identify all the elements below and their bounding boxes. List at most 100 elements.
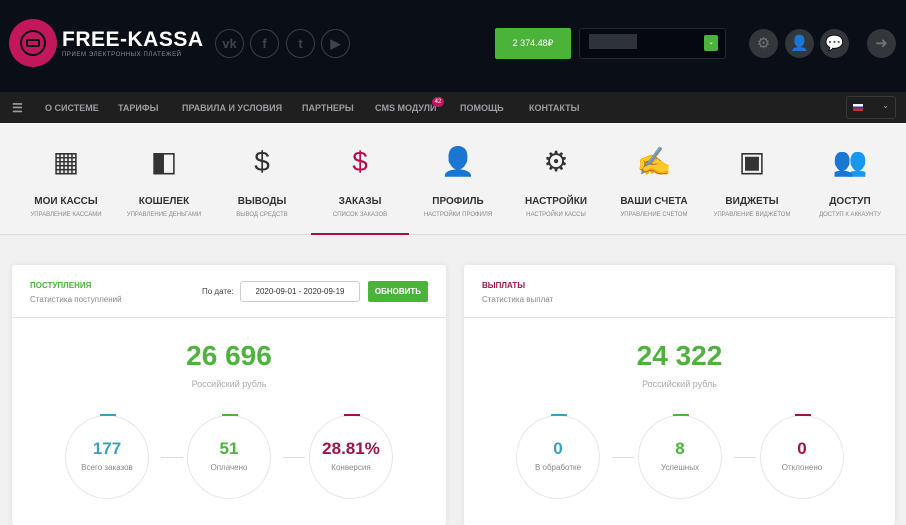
payouts-currency: Российский рубль <box>642 379 717 389</box>
stat-circle: 177 Всего заказов <box>65 414 149 499</box>
menu-item-5[interactable]: ⚙ НАСТРОЙКИ НАСТРОЙКИ КАССЫ <box>507 123 605 235</box>
payouts-subtitle: Статистика выплат <box>482 295 554 304</box>
russia-flag-icon <box>853 104 863 111</box>
menu-item-subtitle: УПРАВЛЕНИЕ СЧЕТОМ <box>620 212 688 218</box>
menu-item-subtitle: НАСТРОЙКИ КАССЫ <box>526 212 586 218</box>
account-name-redacted <box>589 34 637 49</box>
menu-item-subtitle: НАСТРОЙКИ ПРОФИЛЯ <box>423 212 493 218</box>
menu-item-7[interactable]: ▣ ВИДЖЕТЫ УПРАВЛЕНИЕ ВИДЖЕТОМ <box>703 123 801 235</box>
menu-item-0[interactable]: ▦ МОИ КАССЫ УПРАВЛЕНИЕ КАССАМИ <box>17 123 115 235</box>
hamburger-menu-icon[interactable]: ☰ <box>12 101 23 115</box>
stat-value: 0 <box>797 439 807 458</box>
chevron-down-icon[interactable]: ⌄ <box>704 35 718 51</box>
menu-item-title: ВЫВОДЫ <box>237 196 287 207</box>
nav-contacts[interactable]: КОНТАКТЫ <box>529 103 580 113</box>
logout-icon[interactable]: ➜ <box>867 29 896 58</box>
menu-item-subtitle: ДОСТУП К АККАУНТУ <box>819 212 881 218</box>
divider <box>734 457 756 458</box>
nav-rules[interactable]: ПРАВИЛА И УСЛОВИЯ <box>182 103 283 113</box>
users-icon: 👥 <box>832 146 868 177</box>
menu-item-subtitle: УПРАВЛЕНИЕ ВИДЖЕТОМ <box>713 212 791 218</box>
check-icon: ✍ <box>636 146 672 177</box>
vk-icon[interactable]: vk <box>215 29 244 58</box>
payouts-card: ВЫПЛАТЫ Статистика выплат 24 322 Российс… <box>464 265 895 525</box>
stat-value: 28.81% <box>322 439 380 458</box>
nav-tariffs[interactable]: ТАРИФЫ <box>118 103 159 113</box>
menu-item-title: ДОСТУП <box>829 196 871 207</box>
brand-tagline: ПРИЕМ ЭЛЕКТРОННЫХ ПЛАТЕЖЕЙ <box>62 52 182 58</box>
withdraw-icon: $ <box>254 146 270 177</box>
menu-item-3[interactable]: $ ЗАКАЗЫ СПИСОК ЗАКАЗОВ <box>311 123 409 235</box>
menu-item-2[interactable]: $ ВЫВОДЫ ВЫВОД СРЕДСТВ <box>213 123 311 235</box>
divider <box>283 457 305 458</box>
logo-icon[interactable] <box>12 22 54 64</box>
menu-item-title: ПРОФИЛЬ <box>432 196 484 207</box>
menu-item-title: НАСТРОЙКИ <box>524 196 588 207</box>
brand-name[interactable]: FREE-KASSA <box>62 28 204 51</box>
wallet-icon: ◧ <box>150 146 178 177</box>
date-range-input[interactable] <box>240 281 360 302</box>
main-menu <box>0 123 906 235</box>
nav-partners[interactable]: ПАРТНЕРЫ <box>302 103 354 113</box>
stat-circle: 0 В обработке <box>516 414 600 499</box>
divider <box>612 457 634 458</box>
divider <box>161 457 183 458</box>
chat-icon[interactable]: 💬 <box>820 29 849 58</box>
stat-label: Отклонено <box>781 463 823 472</box>
stat-value: 8 <box>675 439 685 458</box>
language-selector[interactable]: ⌄ <box>846 96 896 119</box>
menu-item-subtitle: УПРАВЛЕНИЕ ДЕНЬГАМИ <box>126 212 202 218</box>
user-icon[interactable]: 👤 <box>785 29 814 58</box>
payouts-amount: 24 322 <box>636 340 723 371</box>
account-selector[interactable]: ⌄ <box>579 28 726 59</box>
menu-item-subtitle: ВЫВОД СРЕДСТВ <box>236 212 288 218</box>
menu-item-4[interactable]: 👤 ПРОФИЛЬ НАСТРОЙКИ ПРОФИЛЯ <box>409 123 507 235</box>
stat-circle: 8 Успешных <box>638 414 722 499</box>
cms-badge: 42 <box>432 97 444 107</box>
nav-cms[interactable]: CMS МОДУЛИ <box>375 103 437 113</box>
refresh-button[interactable]: ОБНОВИТЬ <box>368 281 428 302</box>
stat-value: 0 <box>553 439 563 458</box>
calculator-icon: ▦ <box>52 146 80 177</box>
income-card: ПОСТУПЛЕНИЯ Статистика поступлений По да… <box>12 265 446 525</box>
chevron-down-icon: ⌄ <box>882 101 889 110</box>
stat-label: Оплачено <box>210 463 248 472</box>
stat-label: В обработке <box>534 463 582 472</box>
nav-about[interactable]: О СИСТЕМЕ <box>45 103 99 113</box>
youtube-icon[interactable]: ▶ <box>321 29 350 58</box>
payouts-title: ВЫПЛАТЫ <box>482 281 526 290</box>
gear-icon[interactable]: ⚙ <box>749 29 778 58</box>
menu-item-subtitle: СПИСОК ЗАКАЗОВ <box>332 212 388 218</box>
facebook-icon[interactable]: f <box>250 29 279 58</box>
menu-item-8[interactable]: 👥 ДОСТУП ДОСТУП К АККАУНТУ <box>801 123 899 235</box>
stat-label: Успешных <box>661 463 699 472</box>
coins-clock-icon: $ <box>352 146 368 177</box>
twitter-icon[interactable]: t <box>286 29 315 58</box>
nav-bar <box>0 92 906 123</box>
menu-item-title: ВИДЖЕТЫ <box>725 196 779 207</box>
stat-label: Всего заказов <box>81 463 133 472</box>
income-amount: 26 696 <box>186 340 272 371</box>
menu-item-title: ЗАКАЗЫ <box>338 196 382 207</box>
stat-label: Конверсия <box>331 463 371 472</box>
menu-item-6[interactable]: ✍ ВАШИ СЧЕТА УПРАВЛЕНИЕ СЧЕТОМ <box>605 123 703 235</box>
stat-value: 177 <box>92 439 122 458</box>
stat-value: 51 <box>219 439 239 458</box>
income-title: ПОСТУПЛЕНИЯ <box>30 281 92 290</box>
date-label: По дате: <box>202 287 234 296</box>
menu-item-title: КОШЕЛЕК <box>138 196 190 207</box>
widget-icon: ▣ <box>738 146 766 177</box>
income-currency: Российский рубль <box>191 379 267 389</box>
profile-icon: 👤 <box>440 146 476 177</box>
menu-item-subtitle: УПРАВЛЕНИЕ КАССАМИ <box>30 212 102 218</box>
income-subtitle: Статистика поступлений <box>30 295 122 304</box>
stat-circle: 51 Оплачено <box>187 414 271 499</box>
menu-item-title: ВАШИ СЧЕТА <box>620 196 688 207</box>
nav-help[interactable]: ПОМОЩЬ <box>460 103 504 113</box>
stat-circle: 28.81% Конверсия <box>309 414 393 499</box>
menu-item-1[interactable]: ◧ КОШЕЛЕК УПРАВЛЕНИЕ ДЕНЬГАМИ <box>115 123 213 235</box>
stat-circle: 0 Отклонено <box>760 414 844 499</box>
balance-button[interactable]: 2 374.48₽ <box>495 28 571 59</box>
menu-item-title: МОИ КАССЫ <box>34 196 98 207</box>
gears-icon: ⚙ <box>543 146 569 177</box>
